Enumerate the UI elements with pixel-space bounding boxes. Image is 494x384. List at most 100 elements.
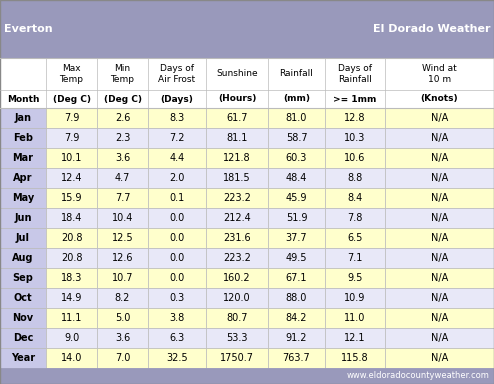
Bar xyxy=(206,308,268,328)
Text: 223.2: 223.2 xyxy=(223,253,251,263)
Text: (mm): (mm) xyxy=(283,94,310,104)
Bar xyxy=(0,228,46,248)
Text: 223.2: 223.2 xyxy=(223,193,251,203)
Bar xyxy=(268,228,325,248)
Text: N/A: N/A xyxy=(431,193,448,203)
Text: 0.0: 0.0 xyxy=(169,253,185,263)
Bar xyxy=(46,128,97,148)
Bar xyxy=(325,288,385,308)
Text: 51.9: 51.9 xyxy=(286,213,307,223)
Bar xyxy=(148,168,206,188)
Text: 14.9: 14.9 xyxy=(61,293,82,303)
Text: Days of
Rainfall: Days of Rainfall xyxy=(338,64,372,84)
Bar xyxy=(325,128,385,148)
Text: Everton: Everton xyxy=(4,24,53,34)
Bar xyxy=(97,308,148,328)
Text: 60.3: 60.3 xyxy=(286,153,307,163)
Text: Days of
Air Frost: Days of Air Frost xyxy=(159,64,196,84)
Bar xyxy=(325,248,385,268)
Text: 12.5: 12.5 xyxy=(112,233,133,243)
Bar xyxy=(0,188,46,208)
Bar xyxy=(206,248,268,268)
Text: 67.1: 67.1 xyxy=(286,273,307,283)
Text: Jan: Jan xyxy=(14,113,32,123)
Text: N/A: N/A xyxy=(431,133,448,143)
Bar xyxy=(385,288,494,308)
Text: 18.3: 18.3 xyxy=(61,273,82,283)
Bar xyxy=(206,348,268,368)
Text: 20.8: 20.8 xyxy=(61,233,82,243)
Bar xyxy=(268,128,325,148)
Bar xyxy=(268,188,325,208)
Text: 9.5: 9.5 xyxy=(347,273,363,283)
Bar xyxy=(0,0,494,58)
Bar xyxy=(148,128,206,148)
Text: 1750.7: 1750.7 xyxy=(220,353,254,363)
Bar xyxy=(0,208,46,228)
Bar xyxy=(97,268,148,288)
Bar xyxy=(325,148,385,168)
Text: 115.8: 115.8 xyxy=(341,353,369,363)
Bar xyxy=(46,248,97,268)
Text: 7.2: 7.2 xyxy=(169,133,185,143)
Text: N/A: N/A xyxy=(431,173,448,183)
Text: 18.4: 18.4 xyxy=(61,213,82,223)
Text: 231.6: 231.6 xyxy=(223,233,251,243)
Bar xyxy=(0,108,46,128)
Bar xyxy=(325,268,385,288)
Text: 4.7: 4.7 xyxy=(115,173,130,183)
Text: 4.4: 4.4 xyxy=(169,153,185,163)
Bar xyxy=(97,188,148,208)
Text: N/A: N/A xyxy=(431,333,448,343)
Text: 10.7: 10.7 xyxy=(112,273,133,283)
Bar xyxy=(206,328,268,348)
Bar xyxy=(97,108,148,128)
Text: 120.0: 120.0 xyxy=(223,293,251,303)
Text: 11.1: 11.1 xyxy=(61,313,82,323)
Text: 84.2: 84.2 xyxy=(286,313,307,323)
Bar xyxy=(0,248,46,268)
Bar xyxy=(385,308,494,328)
Text: Apr: Apr xyxy=(13,173,33,183)
Bar xyxy=(148,248,206,268)
Text: N/A: N/A xyxy=(431,293,448,303)
Text: 8.8: 8.8 xyxy=(347,173,363,183)
Bar xyxy=(148,308,206,328)
Bar xyxy=(46,308,97,328)
Text: 7.8: 7.8 xyxy=(347,213,363,223)
Text: 32.5: 32.5 xyxy=(166,353,188,363)
Text: N/A: N/A xyxy=(431,233,448,243)
Bar xyxy=(325,188,385,208)
Bar xyxy=(46,328,97,348)
Bar xyxy=(0,288,46,308)
Text: 0.0: 0.0 xyxy=(169,213,185,223)
Text: May: May xyxy=(12,193,34,203)
Text: Year: Year xyxy=(11,353,35,363)
Bar xyxy=(0,328,46,348)
Bar xyxy=(268,168,325,188)
Text: Jun: Jun xyxy=(14,213,32,223)
Text: 45.9: 45.9 xyxy=(286,193,307,203)
Bar xyxy=(325,228,385,248)
Bar xyxy=(46,188,97,208)
Text: 5.0: 5.0 xyxy=(115,313,130,323)
Text: Sep: Sep xyxy=(12,273,34,283)
Bar xyxy=(385,168,494,188)
Text: El Dorado Weather: El Dorado Weather xyxy=(372,24,490,34)
Bar xyxy=(97,228,148,248)
Bar xyxy=(268,108,325,128)
Text: 80.7: 80.7 xyxy=(226,313,248,323)
Bar xyxy=(206,168,268,188)
Bar xyxy=(0,268,46,288)
Text: (Deg C): (Deg C) xyxy=(104,94,141,104)
Text: Dec: Dec xyxy=(13,333,33,343)
Bar xyxy=(97,168,148,188)
Bar xyxy=(46,348,97,368)
Bar xyxy=(46,108,97,128)
Text: 7.9: 7.9 xyxy=(64,113,79,123)
Text: Month: Month xyxy=(7,94,39,104)
Bar xyxy=(97,148,148,168)
Bar xyxy=(268,328,325,348)
Text: 2.0: 2.0 xyxy=(169,173,185,183)
Text: 181.5: 181.5 xyxy=(223,173,251,183)
